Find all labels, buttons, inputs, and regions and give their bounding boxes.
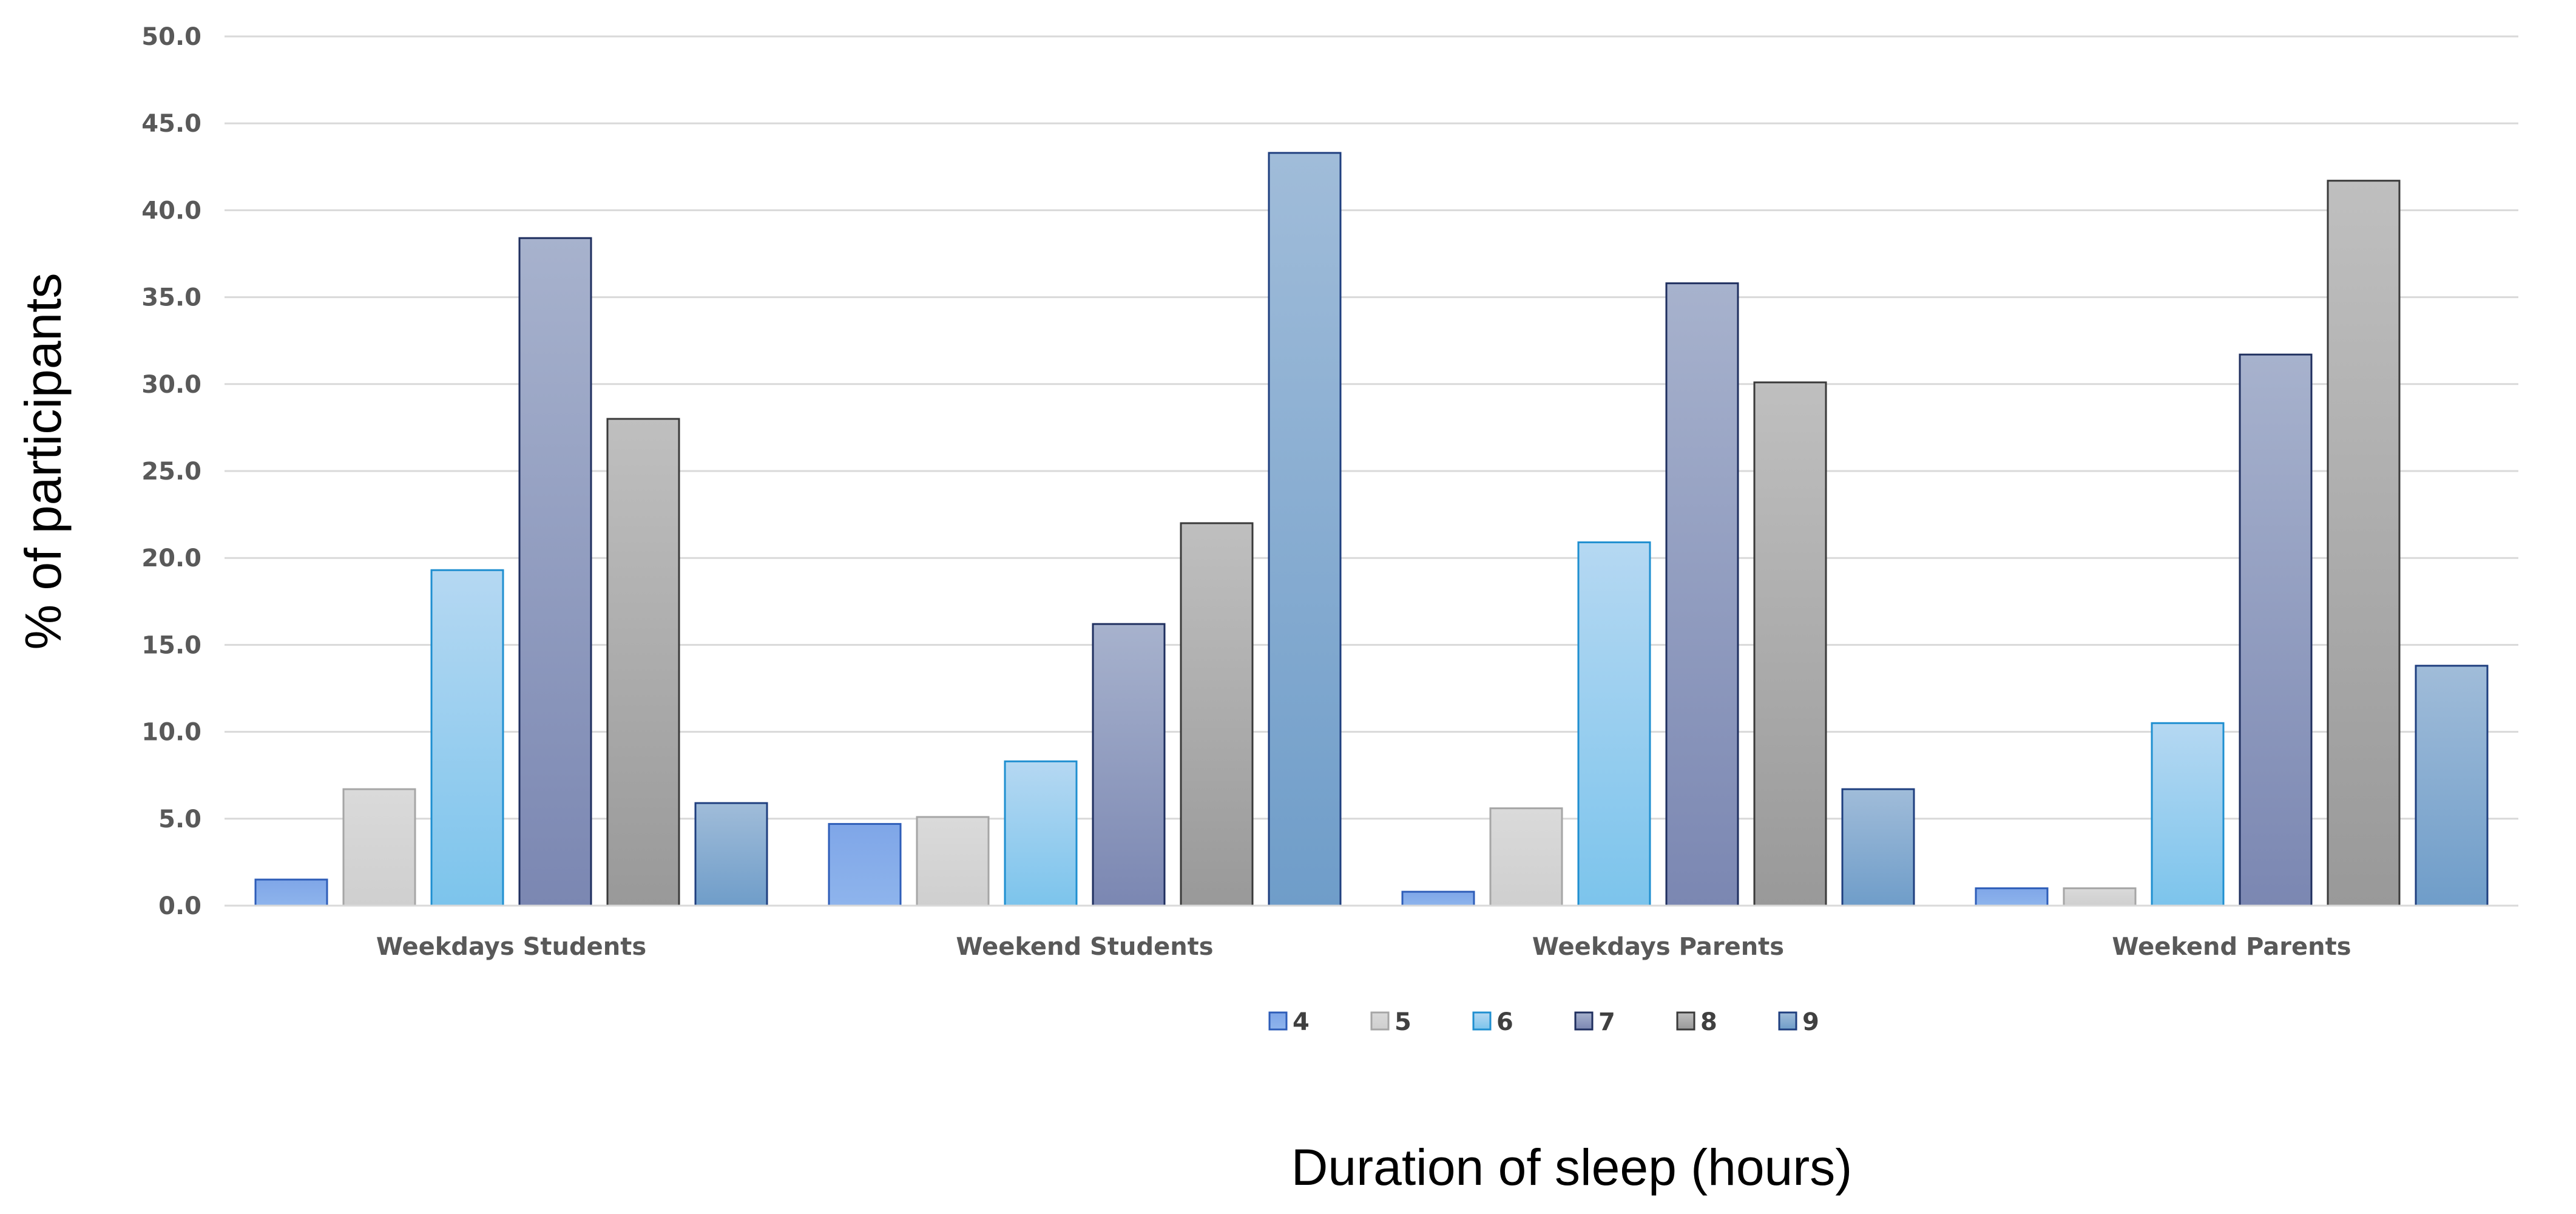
bar-4-hours-2 <box>828 822 902 907</box>
bar-4-hours-3 <box>1401 890 1475 907</box>
bar-6-hours-1 <box>430 569 504 907</box>
y-tick-label: 50.0 <box>141 23 201 51</box>
bar-5-hours-1 <box>342 788 416 907</box>
y-axis-title: % of participants <box>15 273 72 650</box>
bar-8-hours-2 <box>1180 522 1254 907</box>
bar-5-hours-3 <box>1489 807 1563 907</box>
y-tick-label: 5.0 <box>158 805 201 833</box>
legend-swatch-8 <box>1676 1011 1695 1031</box>
x-category-label: Weekdays Parents <box>1532 933 1784 961</box>
bar-8-hours-3 <box>1753 381 1827 907</box>
bar-6-hours-4 <box>2151 722 2225 907</box>
x-category-label: Weekend Students <box>956 933 1213 961</box>
bar-4-hours-1 <box>254 878 328 907</box>
legend-label-8: 8 <box>1700 1008 1717 1036</box>
y-tick-label: 0.0 <box>158 892 201 920</box>
legend-swatch-5 <box>1370 1011 1390 1031</box>
bar-7-hours-2 <box>1092 623 1166 907</box>
legend-swatch-4 <box>1268 1011 1288 1031</box>
x-category-label: Weekend Parents <box>2112 933 2351 961</box>
y-tick-label: 20.0 <box>141 544 201 572</box>
legend-label-6: 6 <box>1496 1008 1513 1036</box>
bar-9-hours-1 <box>694 802 768 907</box>
y-tick-label: 10.0 <box>141 719 201 747</box>
y-tick-label: 35.0 <box>141 284 201 312</box>
x-axis-title: Duration of sleep (hours) <box>1291 1139 1852 1196</box>
y-axis-tick-labels: 0.0 5.0 10.0 15.0 20.0 25.0 30.0 35.0 40.0 45.0 50… <box>141 23 201 920</box>
bar-7-hours-4 <box>2239 353 2313 907</box>
legend-swatch-6 <box>1472 1011 1492 1031</box>
legend-label-7: 7 <box>1598 1008 1615 1036</box>
y-tick-label: 40.0 <box>141 197 201 225</box>
legend-label-4: 4 <box>1293 1008 1310 1036</box>
bar-7-hours-1 <box>518 237 592 907</box>
bar-9-hours-4 <box>2415 665 2489 907</box>
bar-7-hours-3 <box>1665 282 1739 907</box>
bar-9-hours-3 <box>1841 788 1915 907</box>
y-tick-label: 45.0 <box>141 110 201 138</box>
x-category-label: Weekdays Students <box>376 933 646 961</box>
bar-6-hours-3 <box>1577 541 1651 907</box>
bar-5-hours-2 <box>916 816 990 907</box>
legend-swatch-7 <box>1574 1011 1594 1031</box>
bar-5-hours-4 <box>2063 887 2137 907</box>
bar-9-hours-2 <box>1268 152 1342 907</box>
legend: 4 5 6 7 8 9 <box>1268 1008 1819 1036</box>
legend-label-9: 9 <box>1802 1008 1819 1036</box>
y-tick-label: 30.0 <box>141 371 201 399</box>
legend-label-5: 5 <box>1394 1008 1411 1036</box>
bar-4-hours-4 <box>1975 887 2049 907</box>
legend-swatch-9 <box>1778 1011 1797 1031</box>
bar-6-hours-2 <box>1004 760 1078 907</box>
bars <box>254 152 2489 907</box>
x-axis-category-labels: Weekdays Students Weekend Students Weekday… <box>376 933 2351 961</box>
bar-8-hours-4 <box>2327 180 2401 907</box>
y-tick-label: 15.0 <box>141 631 201 659</box>
y-tick-label: 25.0 <box>141 458 201 486</box>
bar-8-hours-1 <box>606 418 680 907</box>
